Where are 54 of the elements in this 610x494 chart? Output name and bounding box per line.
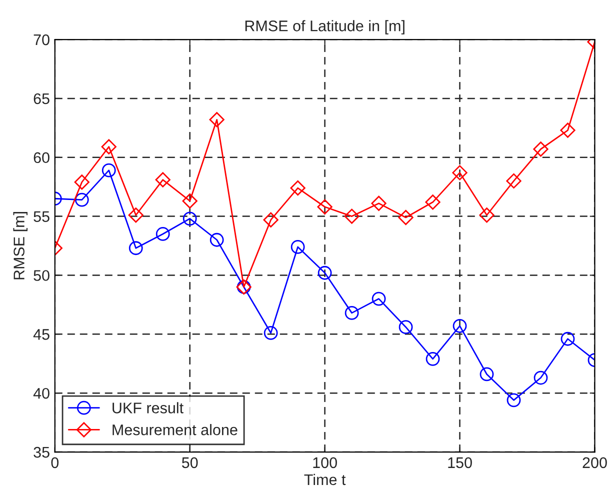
legend-label: UKF result	[112, 402, 184, 414]
point	[156, 227, 170, 241]
point	[263, 212, 278, 228]
point	[317, 199, 332, 214]
point	[533, 142, 548, 157]
point	[264, 326, 278, 340]
point	[290, 180, 306, 196]
y-tick-label: 65	[34, 93, 50, 104]
x-tick-label: 50	[182, 457, 198, 468]
point	[506, 173, 522, 189]
point	[534, 370, 548, 385]
x-tick-label: 200	[582, 457, 607, 468]
point	[101, 139, 116, 154]
point	[344, 306, 359, 320]
point	[371, 196, 386, 211]
point	[372, 292, 386, 306]
point	[102, 163, 116, 178]
y-tick-label: 35	[34, 446, 50, 458]
point	[479, 208, 494, 223]
point	[560, 122, 576, 138]
y-tick-label: 45	[33, 329, 50, 340]
y-tick-label: 60	[34, 152, 50, 164]
point	[128, 241, 143, 256]
point	[318, 266, 332, 280]
chart-title: RMSE of Latitude in [m]	[245, 20, 404, 34]
point	[560, 332, 575, 346]
x-axis-title: Time t	[304, 474, 346, 486]
point	[74, 192, 89, 207]
point	[452, 165, 468, 180]
point	[398, 320, 413, 334]
y-tick-label: 50	[34, 270, 50, 281]
point	[290, 240, 305, 254]
y-tick-label: 40	[33, 388, 50, 399]
point	[128, 208, 144, 223]
point	[426, 352, 440, 366]
y-axis-title: RMSE [m]	[13, 212, 28, 280]
point	[74, 174, 90, 190]
point	[344, 208, 360, 224]
point	[210, 232, 224, 247]
y-tick-label: 55	[34, 211, 50, 222]
point	[182, 193, 198, 209]
x-tick-label: 0	[51, 457, 59, 468]
point	[425, 194, 440, 210]
point	[506, 393, 521, 408]
point	[398, 210, 414, 226]
legend-label: Mesurement alone	[112, 424, 238, 436]
point	[182, 212, 197, 226]
x-tick-label: 100	[313, 457, 337, 468]
point	[155, 172, 170, 188]
y-tick-label: 70	[34, 34, 50, 46]
x-tick-label: 150	[448, 457, 472, 468]
point	[452, 318, 467, 333]
point	[480, 367, 494, 382]
point	[209, 112, 224, 128]
